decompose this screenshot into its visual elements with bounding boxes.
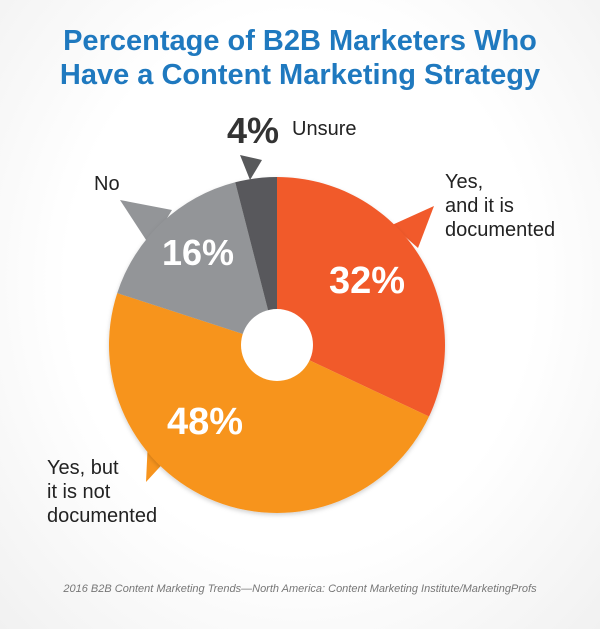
slice-value-label-yes-not-documented: 48% (167, 401, 243, 443)
slice-value-label-unsure: 4% (227, 110, 279, 151)
source-note: 2016 B2B Content Marketing Trends—North … (63, 583, 537, 595)
callout-pointer-yes-documented (392, 206, 434, 248)
slice-category-label-yes-not-documented-line-2: it is not (47, 481, 111, 503)
slice-value-label-yes-documented: 32% (329, 260, 405, 302)
chart-title-line-2: Have a Content Marketing Strategy (59, 59, 541, 91)
slice-category-label-yes-not-documented: Yes, but it is not documented (47, 457, 157, 527)
slice-category-label-yes-documented-line-2: and it is (445, 195, 514, 217)
chart-title-line-1: Percentage of B2B Marketers Who (63, 25, 537, 57)
slice-category-label-yes-documented: Yes, and it is documented (445, 171, 555, 241)
slice-category-label-unsure: Unsure (292, 118, 356, 140)
slice-unsure (235, 177, 277, 345)
slice-category-label-yes-not-documented-line-3: documented (47, 505, 157, 527)
callout-pointer-unsure (240, 155, 262, 180)
slice-yes-not-documented (109, 293, 430, 513)
slice-category-label-yes-documented-line-3: documented (445, 219, 555, 241)
slice-category-label-yes-documented-line-1: Yes, (445, 171, 483, 193)
callout-pointer-no (120, 200, 172, 246)
slice-no (117, 182, 277, 345)
slice-category-label-yes-not-documented-line-1: Yes, but (47, 457, 119, 479)
slice-value-label-no: 16% (162, 232, 234, 273)
slice-category-label-no: No (94, 173, 120, 195)
chart-title: Percentage of B2B Marketers Who Have a C… (0, 24, 600, 92)
slice-yes-documented (277, 177, 445, 417)
donut-hole (241, 309, 313, 381)
